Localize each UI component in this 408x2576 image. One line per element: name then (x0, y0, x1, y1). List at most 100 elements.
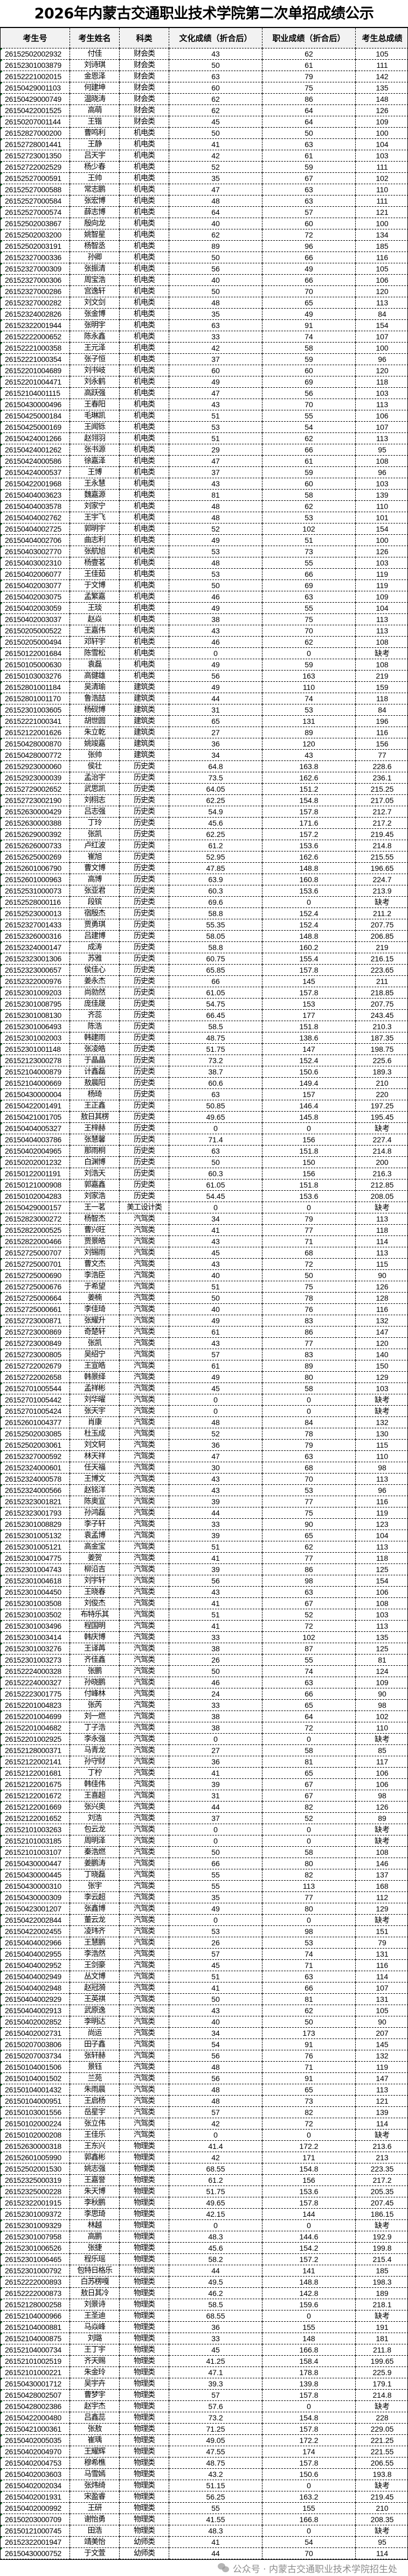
category-cell: 物理类 (120, 2469, 169, 2480)
total-score-cell: 130 (356, 1428, 408, 1440)
category-cell: 机电类 (120, 444, 169, 456)
table-row: 26152327000309 张振清 机电类 56 49 105 (0, 263, 408, 275)
culture-score-cell: 47.1 (169, 2367, 262, 2378)
exam-id-cell: 26152221000358 (1, 343, 70, 354)
table-row: 26152221000358 王元泽 机电类 42 58 100 (0, 343, 408, 354)
category-cell: 汽驾类 (120, 1677, 169, 1688)
culture-score-cell: 49 (169, 1372, 262, 1383)
total-score-cell: 216.3 (356, 1168, 408, 1179)
table-row: 26152327000592 林天祥 汽驾类 47 63 110 (0, 1451, 408, 1462)
vocational-score-cell: 68 (262, 1462, 356, 1474)
student-name-cell: 刘家宁 (70, 501, 120, 512)
vocational-score-cell: 77 (262, 1892, 356, 1903)
table-row: 26150402002852 李明达 汽驾类 40 50 90 (0, 2016, 408, 2028)
table-row: 26150404002949 丛文博 汽驾类 51 63 114 (0, 1971, 408, 1982)
total-score-cell: 79 (356, 1937, 408, 1949)
exam-id-cell: 26152601005990 (1, 2152, 70, 2163)
vocational-score-cell: 0 (262, 897, 356, 908)
exam-id-cell: 26152301000792 (1, 2265, 70, 2277)
table-row: 26152322001915 李秋鹏 物理类 49.65 157.8 207.45 (0, 2197, 408, 2209)
vocational-score-cell: 166.8 (262, 2514, 356, 2525)
culture-score-cell: 27 (169, 1745, 262, 1756)
student-name-cell: 王闻铄 (70, 422, 120, 433)
culture-score-cell: 58.2 (169, 2254, 262, 2265)
student-name-cell: 朱雨晨 (70, 2084, 120, 2096)
total-score-cell: 132 (356, 1417, 408, 1428)
total-score-cell: 103 (356, 557, 408, 569)
total-score-cell: 117 (356, 1756, 408, 1768)
total-score-cell: 89 (356, 1813, 408, 1824)
exam-id-cell: 26152324000578 (1, 1474, 70, 1485)
table-row: 26150424000537 王博 机电类 37 59 96 (0, 467, 408, 478)
category-cell: 建筑类 (120, 704, 169, 716)
table-row: 26150121000745 田浩 物理类 48.3 0 缺考 (0, 2525, 408, 2537)
culture-score-cell: 48 (169, 2062, 262, 2073)
total-score-cell: 207.75 (356, 919, 408, 931)
student-name-cell: 温晓涛 (70, 94, 120, 105)
vocational-score-cell: 83 (262, 1315, 356, 1327)
culture-score-cell: 58.5 (169, 1021, 262, 1032)
student-name-cell: 林天祥 (70, 1451, 120, 1462)
culture-score-cell: 43 (169, 2005, 262, 2016)
category-cell: 机电类 (120, 523, 169, 535)
exam-id-cell: 26150403002770 (1, 546, 70, 557)
total-score-cell: 228 (356, 2412, 408, 2424)
category-cell: 建筑类 (120, 682, 169, 693)
vocational-score-cell: 74 (262, 331, 356, 343)
culture-score-cell: 43 (169, 48, 262, 60)
culture-score-cell: 44 (169, 693, 262, 704)
vocational-score-cell: 102 (262, 523, 356, 535)
student-name-cell: 朱天博 (70, 2186, 120, 2197)
exam-id-cell: 26150122001191 (1, 1168, 70, 1179)
exam-id-cell: 26152827000200 (1, 128, 70, 139)
vocational-score-cell: 53 (262, 512, 356, 523)
total-score-cell: 128 (356, 1293, 408, 1304)
culture-score-cell: 62 (169, 94, 262, 105)
culture-score-cell: 49 (169, 376, 262, 388)
total-score-cell: 104 (356, 603, 408, 614)
category-cell: 机电类 (120, 501, 169, 512)
student-name-cell: 吕志强 (70, 806, 120, 818)
total-score-cell: 139 (356, 2107, 408, 2118)
exam-id-cell: 26152722002679 (1, 1360, 70, 1372)
total-score-cell: 125 (356, 1643, 408, 1654)
vocational-score-cell: 0 (262, 2480, 356, 2491)
vocational-score-cell: 77 (262, 1225, 356, 1236)
student-name-cell: 杨智杰 (70, 1213, 120, 1225)
table-row: 26152502003061 刘文轲 汽驾类 36 79 115 (0, 1440, 408, 1451)
table-row: 26152801001170 鲁浩喆 建筑类 44 74 118 (0, 693, 408, 704)
vocational-score-cell: 66 (262, 1688, 356, 1700)
table-row: 26150402003077 于文博 机电类 50 69 119 (0, 580, 408, 591)
student-name-cell: 马雪嫣 (70, 2469, 120, 2480)
student-name-cell: 王锴 (70, 116, 120, 128)
vocational-score-cell: 67 (262, 1779, 356, 1790)
total-score-cell: 212.7 (356, 806, 408, 818)
student-name-cell: 田浩 (70, 2525, 120, 2537)
category-cell: 历史类 (120, 953, 169, 965)
table-row: 26152527000588 常志鹏 机电类 47 63 110 (0, 184, 408, 196)
table-row: 26152725000701 曹文杰 汽驾类 43 72 115 (0, 1259, 408, 1270)
student-name-cell: 苏雅 (70, 953, 120, 965)
table-row: 26152301003273 齐佳鑫 汽驾类 26 55 81 (0, 1654, 408, 1666)
table-row: 26152327000336 孙卿 机电类 50 66 116 (0, 252, 408, 263)
total-score-cell: 225.9 (356, 2367, 408, 2378)
student-name-cell: 王耀辉 (70, 2446, 120, 2458)
category-cell: 汽驾类 (120, 2039, 169, 2050)
category-cell: 历史类 (120, 772, 169, 784)
exam-id-cell: 26152325000319 (1, 2175, 70, 2186)
total-score-cell: 145 (356, 2039, 408, 2050)
vocational-score-cell: 177 (262, 1010, 356, 1021)
culture-score-cell: 35 (169, 1892, 262, 1903)
exam-id-cell: 26152626000733 (1, 840, 70, 851)
header-category: 科类 (120, 28, 169, 48)
vocational-score-cell: 0 (262, 1734, 356, 1745)
category-cell: 历史类 (120, 1044, 169, 1055)
vocational-score-cell: 70 (262, 625, 356, 637)
exam-id-cell: 26150102000208 (1, 2130, 70, 2141)
student-name-cell: 李佳琦 (70, 1304, 120, 1315)
student-name-cell: 姚志强 (70, 2163, 120, 2175)
category-cell: 汽驾类 (120, 1994, 169, 2005)
student-name-cell: 薛志博 (70, 207, 120, 218)
category-cell: 汽驾类 (120, 1259, 169, 1270)
exam-id-cell: 26152122001652 (1, 1813, 70, 1824)
